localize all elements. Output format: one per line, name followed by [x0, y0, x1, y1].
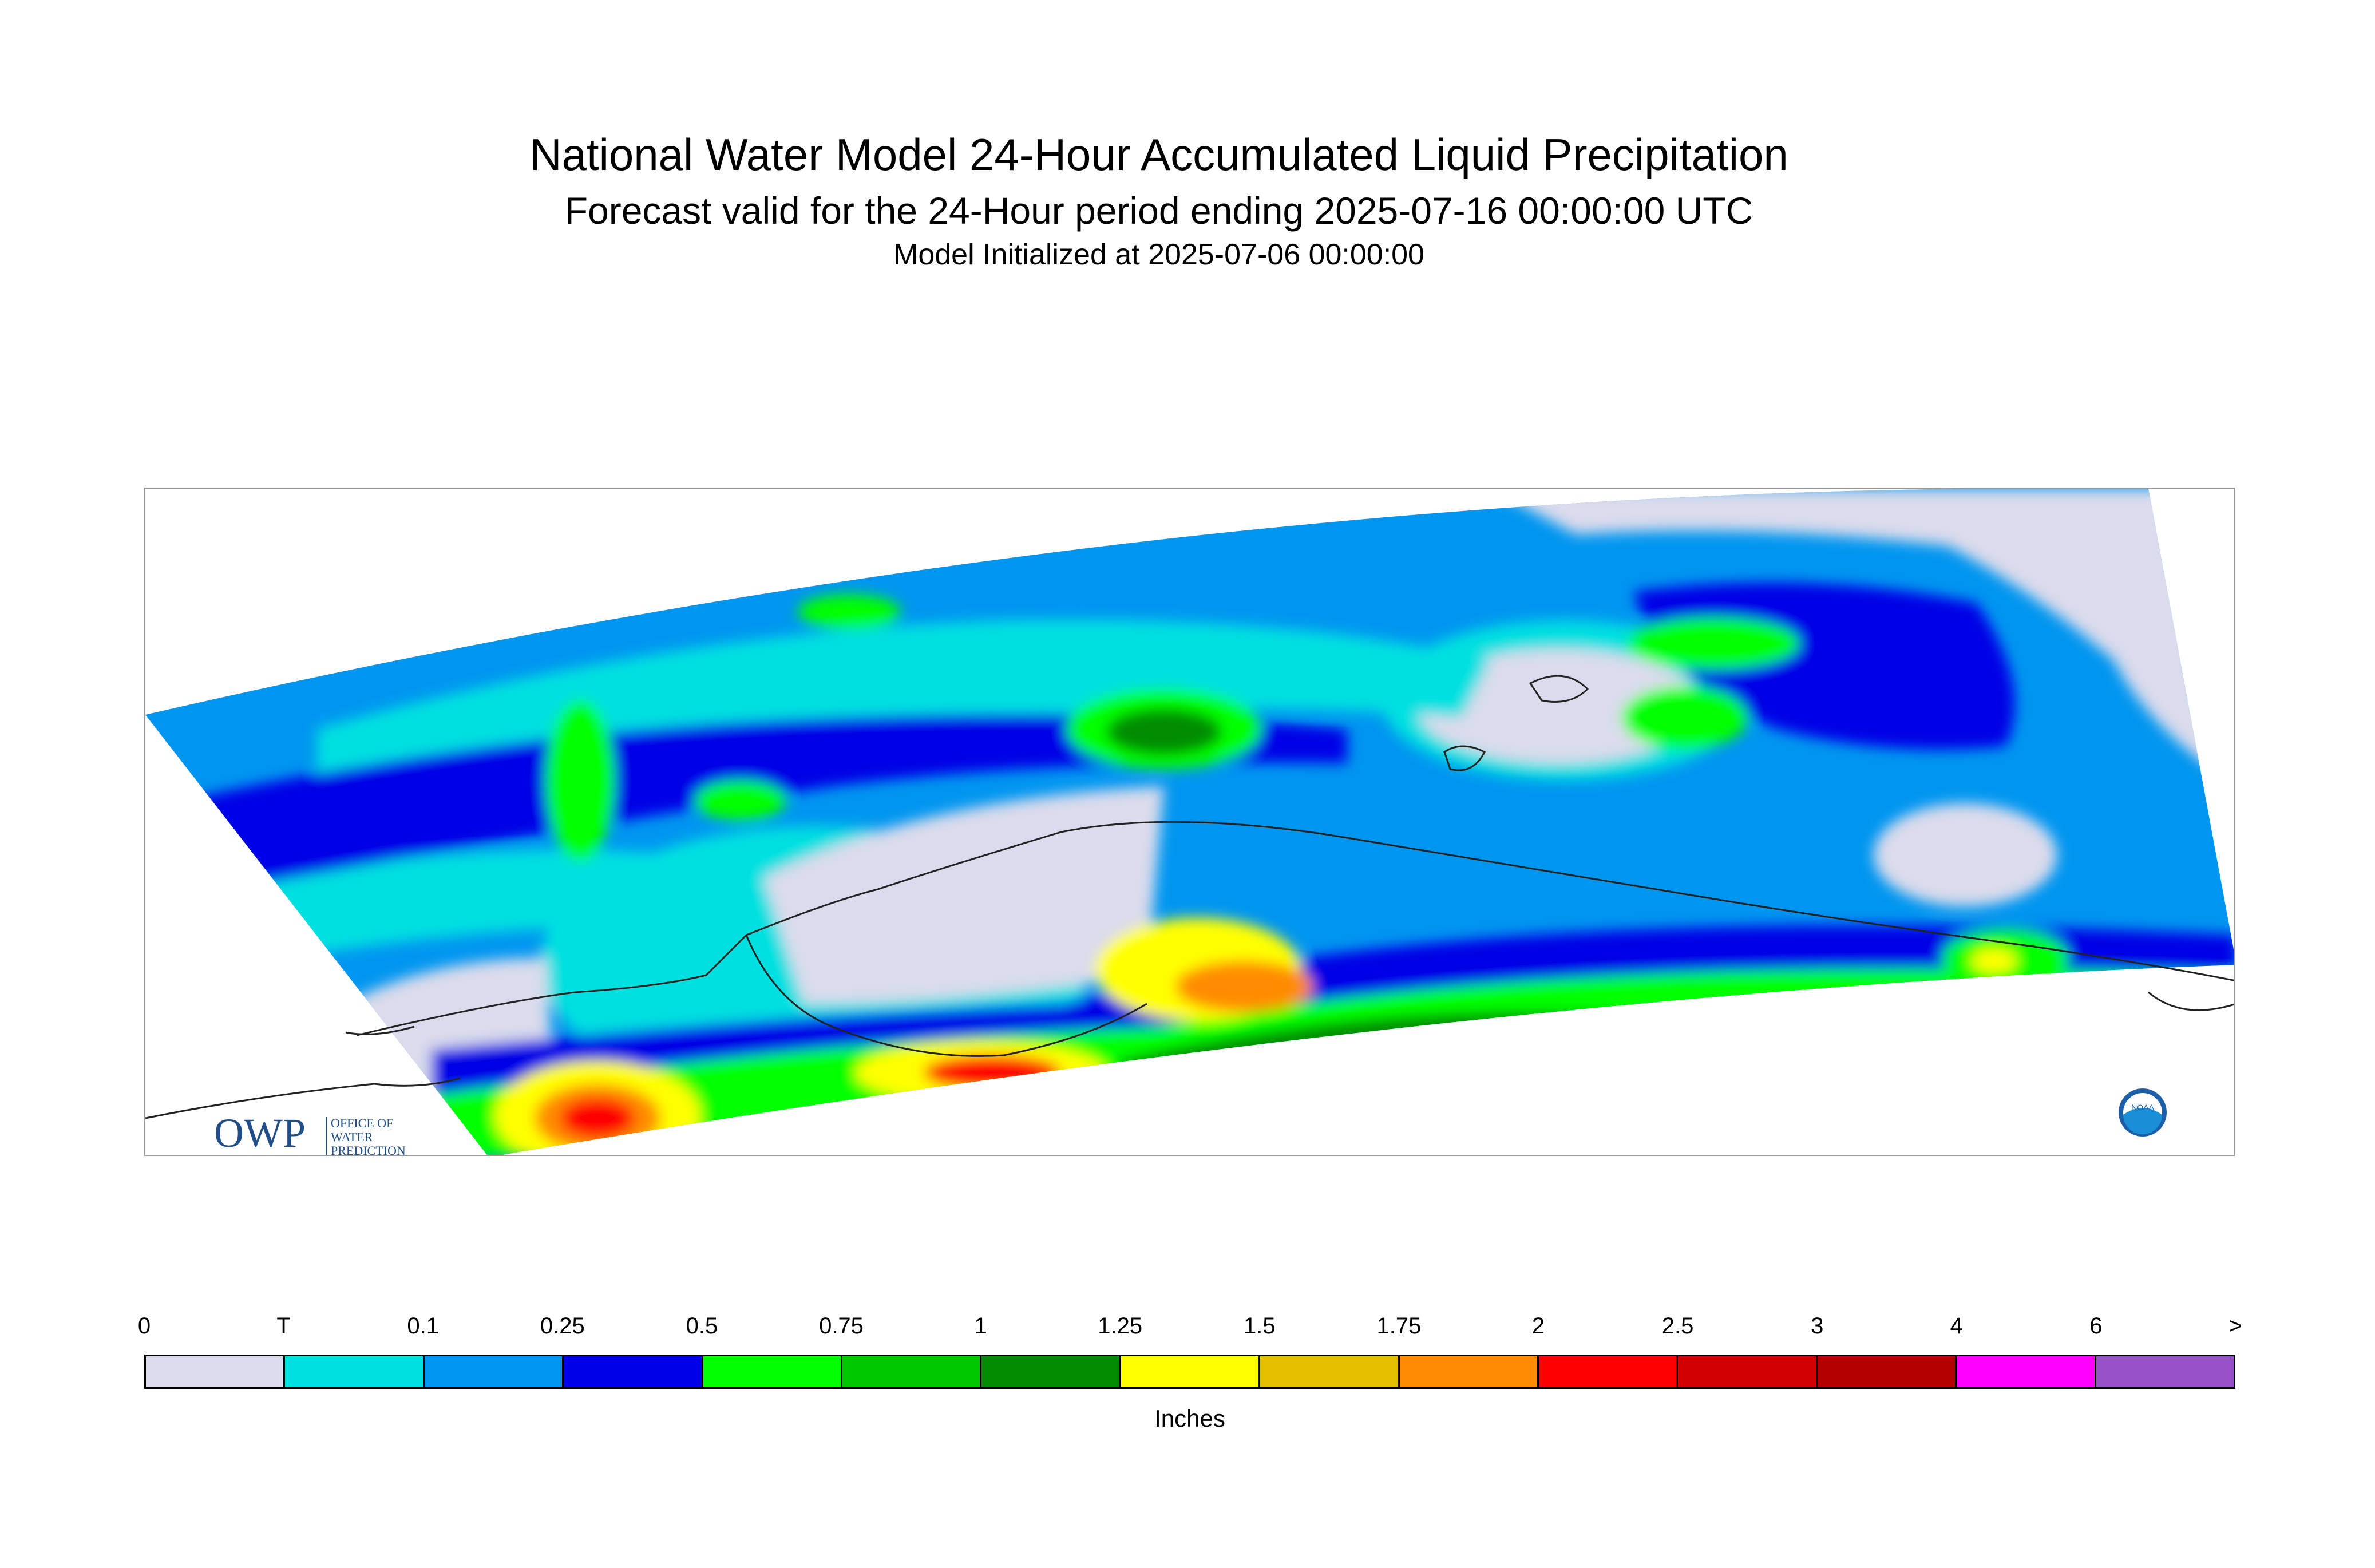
legend-tick-label: 0.1: [407, 1313, 439, 1339]
legend-tick-label: 0.25: [540, 1313, 585, 1339]
owp-logo-text: OWP: [214, 1110, 306, 1156]
coastline-lines: [145, 675, 2234, 1119]
legend-tick-label: 1.75: [1376, 1313, 1422, 1339]
map-canvas: NOAA: [145, 489, 2234, 1155]
noaa-logo-text: NOAA: [2131, 1103, 2154, 1112]
legend-tick-label: 1.5: [1243, 1313, 1276, 1339]
owp-logo-line2: WATER: [331, 1130, 373, 1144]
owp-logo-line3: PREDICTION: [331, 1143, 406, 1156]
legend-tick-label: 6: [2089, 1313, 2103, 1339]
map-subtitle: Forecast valid for the 24-Hour period en…: [564, 189, 1753, 232]
legend-color-bar: [144, 1355, 2235, 1389]
legend-swatch: [424, 1356, 564, 1387]
color-legend: 0 T 0.1 0.25 0.5 0.75 1 1.25 1.5 1.75 2 2.5 3 4 6 > Inc…: [138, 1313, 2242, 1439]
legend-swatch: [146, 1356, 286, 1387]
legend-tick-label: 2: [1531, 1313, 1545, 1339]
legend-swatch: [1678, 1356, 1818, 1387]
legend-swatch: [285, 1356, 425, 1387]
legend-tick-label: 0.75: [819, 1313, 864, 1339]
legend-tick-label: T: [276, 1313, 291, 1339]
legend-units-label: Inches: [1154, 1405, 1225, 1432]
legend-tick-label: 4: [1950, 1313, 1963, 1339]
legend-swatch: [1957, 1356, 2096, 1387]
legend-swatch: [1399, 1356, 1539, 1387]
map-title: National Water Model 24-Hour Accumulated…: [529, 129, 1788, 180]
owp-logo: OWP OFFICE OF WATER PREDICTION: [214, 1110, 406, 1156]
legend-tick-label: 1.25: [1098, 1313, 1143, 1339]
legend-swatch: [703, 1356, 843, 1387]
model-init-text: Model Initialized at 2025-07-06 00:00:00: [893, 238, 1424, 271]
legend-swatch: [1121, 1356, 1261, 1387]
legend-swatch: [2096, 1356, 2234, 1387]
legend-tick-label: 0: [137, 1313, 151, 1339]
legend-tick-label: 2.5: [1661, 1313, 1694, 1339]
legend-swatch: [1260, 1356, 1400, 1387]
precipitation-map[interactable]: NOAA OWP OFFICE OF WATER PREDICTION: [144, 488, 2235, 1156]
legend-swatch: [564, 1356, 703, 1387]
legend-swatch: [842, 1356, 982, 1387]
legend-swatch: [1817, 1356, 1957, 1387]
legend-tick-label: 0.5: [686, 1313, 718, 1339]
legend-tick-label: >: [2228, 1313, 2242, 1339]
legend-swatch: [981, 1356, 1121, 1387]
noaa-logo: NOAA: [2119, 1088, 2167, 1137]
legend-tick-label: 3: [1811, 1313, 1824, 1339]
legend-swatch: [1539, 1356, 1679, 1387]
legend-tick-label: 1: [974, 1313, 987, 1339]
owp-logo-line1: OFFICE OF: [331, 1116, 393, 1130]
